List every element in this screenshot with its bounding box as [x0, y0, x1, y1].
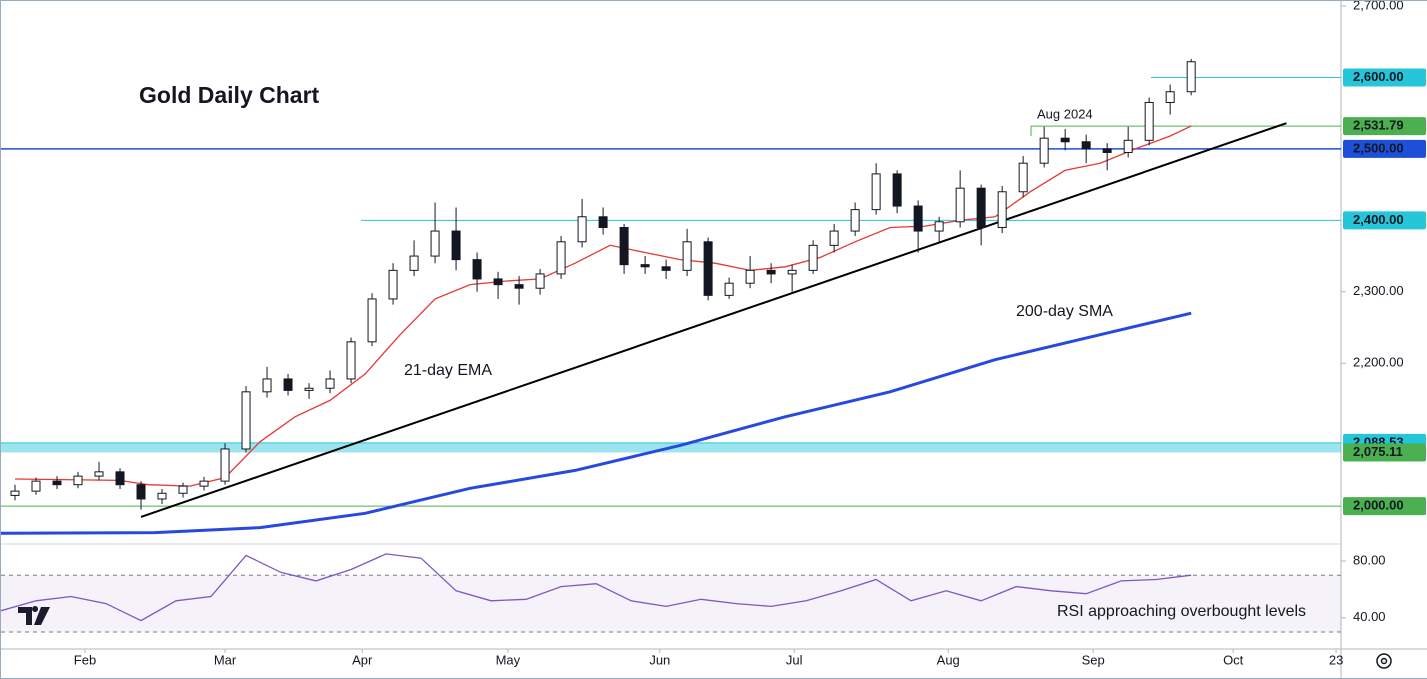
candle-body — [94, 471, 104, 477]
candle-body — [1081, 141, 1091, 150]
x-tick-label: Aug — [937, 652, 960, 667]
candle-body — [199, 480, 209, 487]
x-tick-label: Feb — [74, 652, 96, 667]
candle-body — [997, 191, 1007, 228]
tv-logo — [18, 606, 50, 625]
rsi-line — [1, 553, 1192, 622]
candle-body — [493, 278, 503, 286]
candle-body — [430, 230, 440, 257]
candle-body — [157, 492, 167, 500]
candle-body — [73, 475, 83, 486]
candle-body — [850, 209, 860, 232]
candle-body — [220, 448, 230, 482]
candle-body — [346, 341, 356, 380]
candle-body — [766, 269, 776, 275]
candle-body — [1186, 61, 1196, 93]
indicator-line — [1, 311, 1192, 535]
y-tick-label: 2,700.00 — [1353, 0, 1404, 12]
candle-body — [262, 378, 272, 393]
candle-body — [367, 298, 377, 343]
candle-body — [955, 187, 965, 223]
x-tick-label: Jul — [786, 652, 803, 667]
candle-body — [703, 241, 713, 296]
candle-body — [745, 269, 755, 284]
level-label: 2,000.00 — [1353, 498, 1404, 513]
level-tag — [1343, 497, 1426, 516]
candle-body — [115, 471, 125, 486]
annotation: Aug 2024 — [1037, 106, 1093, 121]
candle-body — [178, 485, 188, 494]
candle-body — [724, 282, 734, 296]
trendline — [140, 122, 1287, 518]
candle-body — [829, 230, 839, 246]
level-label: 2,500.00 — [1353, 140, 1404, 155]
candle-body — [808, 244, 818, 271]
annotation: RSI approaching overbought levels — [1057, 603, 1306, 620]
candle-body — [304, 387, 314, 391]
candle-body — [787, 269, 797, 275]
x-tick-label: Sep — [1082, 652, 1105, 667]
x-tick-label: Apr — [352, 652, 373, 667]
candle-body — [409, 255, 419, 271]
chart-title: Gold Daily Chart — [139, 82, 320, 108]
level-tag — [1343, 68, 1426, 87]
candle-body — [472, 259, 482, 280]
candle-body — [1165, 91, 1175, 103]
level-label: 2,600.00 — [1353, 69, 1404, 84]
candle-body — [976, 187, 986, 228]
level-label: 2,531.79 — [1353, 118, 1404, 133]
settings-icon[interactable] — [1376, 653, 1392, 669]
x-tick-label: Oct — [1223, 652, 1244, 667]
candle-body — [451, 230, 461, 261]
y-tick-label: 40.00 — [1353, 609, 1386, 624]
candle-body — [577, 216, 587, 243]
candle-body — [1123, 139, 1133, 153]
y-tick-label: 80.00 — [1353, 552, 1386, 567]
candle-body — [1144, 101, 1154, 141]
level-tag — [1343, 117, 1426, 136]
candle-body — [1060, 137, 1070, 143]
candle-body — [1039, 137, 1049, 164]
candle-body — [31, 480, 41, 492]
candle-body — [535, 273, 545, 289]
candle-body — [892, 173, 902, 207]
candle-body — [1018, 162, 1028, 193]
level-label: 2,400.00 — [1353, 212, 1404, 227]
candle-body — [682, 241, 692, 271]
x-tick-label: May — [496, 652, 521, 667]
level-label: 2,075.11 — [1353, 444, 1403, 459]
candle-body — [10, 490, 20, 496]
x-tick-label: Jun — [649, 652, 670, 667]
candle-body — [598, 216, 608, 228]
candle-body — [283, 378, 293, 391]
candle-body — [871, 173, 881, 211]
level-tag — [1343, 139, 1426, 158]
candle-body — [619, 226, 629, 266]
line-label: 21-day EMA — [404, 362, 492, 379]
y-tick-label: 2,300.00 — [1353, 283, 1404, 298]
candle-body — [1102, 148, 1112, 153]
indicator-line — [14, 125, 1192, 487]
rsi-band — [1, 575, 1341, 632]
candle-body — [514, 284, 524, 289]
level-tag — [1343, 443, 1426, 462]
candle-body — [640, 264, 650, 268]
candle-body — [241, 391, 251, 450]
candle-body — [136, 484, 146, 500]
candle-body — [325, 378, 335, 389]
level-tag — [1343, 211, 1426, 230]
candle-body — [556, 241, 566, 275]
candle-body — [661, 266, 671, 271]
x-tick-label: 23 — [1329, 652, 1343, 667]
candle-body — [388, 269, 398, 300]
candle-body — [934, 221, 944, 232]
candle-body — [52, 480, 62, 486]
line-label: 200-day SMA — [1016, 303, 1113, 320]
x-tick-label: Mar — [214, 652, 237, 667]
y-tick-label: 2,200.00 — [1353, 355, 1404, 370]
candle-body — [913, 205, 923, 232]
